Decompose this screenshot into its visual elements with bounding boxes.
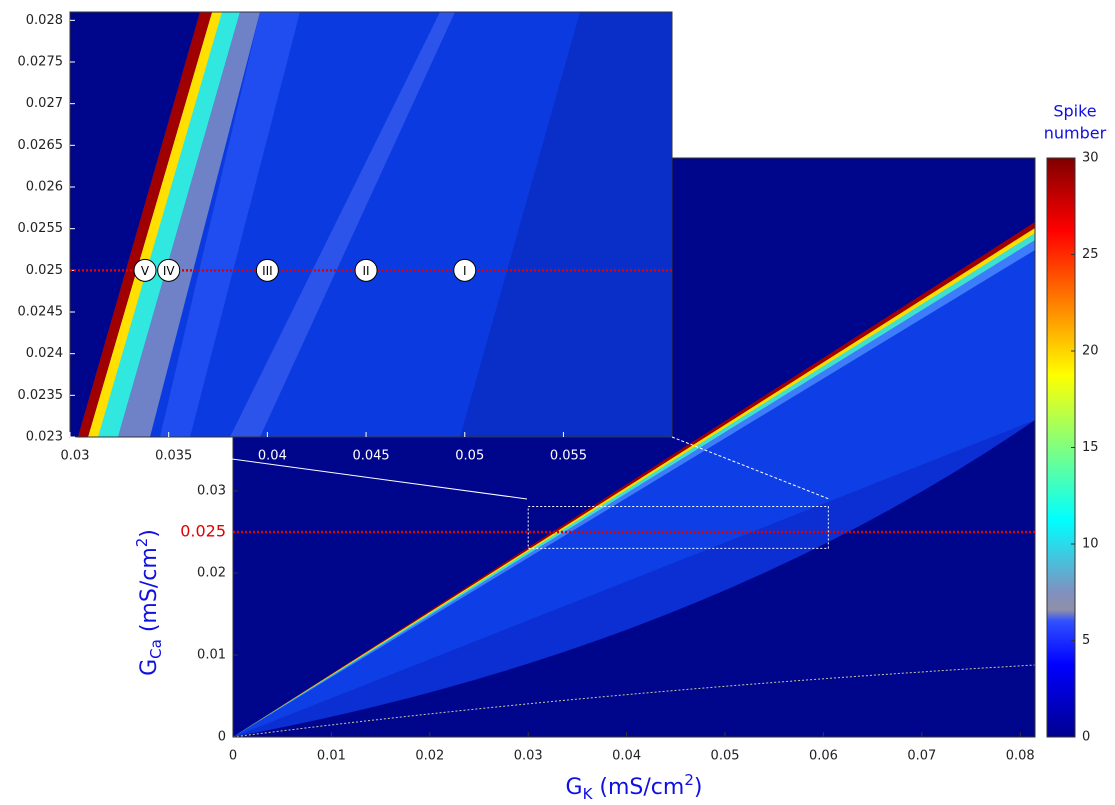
marker-label: III	[262, 264, 273, 278]
y-tick-label: 0.026	[26, 180, 63, 195]
x-tick-label: 0.06	[809, 749, 838, 764]
y-tick-label: 0.02	[197, 565, 226, 580]
y-tick-label: 0.025	[26, 263, 63, 278]
x-tick-label: 0.03	[514, 749, 543, 764]
x-tick-label: 0.04	[258, 449, 287, 464]
heatmap-region	[70, 12, 200, 437]
heatmap-region	[233, 420, 1035, 737]
marker-label: IV	[163, 264, 176, 278]
highlight-label: 0.025	[180, 521, 226, 540]
x-axis-label-part: K	[583, 785, 594, 803]
inset-plot: 0.03 0.035 0.04 0.045 0.05 0.055 0.023 0.0235 0.…	[18, 11, 830, 500]
colorbar-tick-label: 25	[1082, 247, 1099, 262]
x-axis-label-part: (mS/cm	[592, 775, 684, 800]
inset-heatmap	[70, 12, 672, 437]
boundary-curve	[233, 664, 1035, 737]
x-tick-label: 0.07	[907, 749, 936, 764]
heatmap-ridge	[78, 12, 212, 437]
marker	[354, 258, 378, 282]
x-axis-label-part: )	[694, 775, 703, 800]
x-tick-label: 0.055	[550, 449, 587, 464]
x-tick-label: 0	[229, 749, 237, 764]
y-axis-label-part: Ca	[147, 639, 165, 659]
x-tick-label: 0.08	[1006, 749, 1035, 764]
zoom-connector	[69, 436, 528, 500]
colorbar-tick-label: 0	[1082, 730, 1090, 745]
y-tick-label: 0.0245	[18, 305, 64, 320]
y-tick-label: 0.024	[26, 346, 63, 361]
y-tick-label: 0.0255	[18, 221, 64, 236]
marker-label: V	[141, 264, 150, 278]
x-tick-label: 0.03	[61, 449, 90, 464]
y-tick-label: 0.027	[26, 96, 63, 111]
zoom-connector	[671, 436, 830, 500]
marker	[133, 258, 157, 282]
y-axis-label-part: )	[137, 529, 162, 538]
zoom-box	[527, 506, 829, 549]
colorbar-scale	[1046, 157, 1076, 738]
x-tick-label: 0.04	[612, 749, 641, 764]
colorbar-tick-label: 30	[1082, 151, 1099, 166]
marker	[157, 258, 181, 282]
x-axis-label: GK (mS/cm2)	[566, 771, 703, 803]
y-tick-label: 0.0265	[18, 138, 64, 153]
x-tick-label: 0.02	[415, 749, 444, 764]
y-tick-label: 0	[218, 730, 226, 745]
heatmap-ridge	[88, 12, 222, 437]
x-tick-label: 0.045	[352, 449, 389, 464]
colorbar-tick-label: 20	[1082, 344, 1099, 359]
y-tick-label: 0.0275	[18, 55, 64, 70]
colorbar-tick-label: 15	[1082, 440, 1099, 455]
colorbar: 0 5 10 15 20 25 30 Spike number	[1044, 102, 1107, 745]
marker-label: I	[463, 264, 467, 278]
x-tick-label: 0.035	[155, 449, 192, 464]
y-axis-label-part: (mS/cm	[137, 547, 162, 639]
heatmap-ridge	[233, 222, 1035, 737]
x-axis-label-part: 2	[684, 771, 694, 789]
colorbar-title: Spike	[1053, 102, 1096, 121]
y-tick-label: 0.03	[197, 483, 226, 498]
x-tick-label: 0.01	[317, 749, 346, 764]
colorbar-tick-label: 5	[1082, 633, 1090, 648]
heatmap-ridge	[95, 12, 240, 437]
colorbar-title: number	[1044, 124, 1107, 143]
marker	[453, 258, 477, 282]
heatmap-region	[230, 12, 455, 437]
x-tick-label: 0.05	[455, 449, 484, 464]
y-axis-label-part: G	[137, 659, 162, 676]
inset-frame	[69, 11, 673, 438]
y-axis-label: GCa (mS/cm2)	[133, 529, 165, 676]
x-axis-label-part: G	[566, 775, 583, 800]
y-tick-label: 0.023	[26, 430, 63, 445]
x-tick-label: 0.05	[711, 749, 740, 764]
colorbar-tick-label: 10	[1082, 537, 1099, 552]
heatmap-region	[118, 12, 260, 437]
marker	[255, 258, 279, 282]
y-axis-label-part: 2	[133, 538, 151, 548]
heatmap-region	[160, 12, 300, 437]
marker-label: II	[363, 264, 370, 278]
y-tick-label: 0.0235	[18, 388, 64, 403]
heatmap-region	[460, 12, 672, 437]
y-tick-label: 0.028	[26, 13, 63, 28]
y-tick-label: 0.01	[197, 647, 226, 662]
